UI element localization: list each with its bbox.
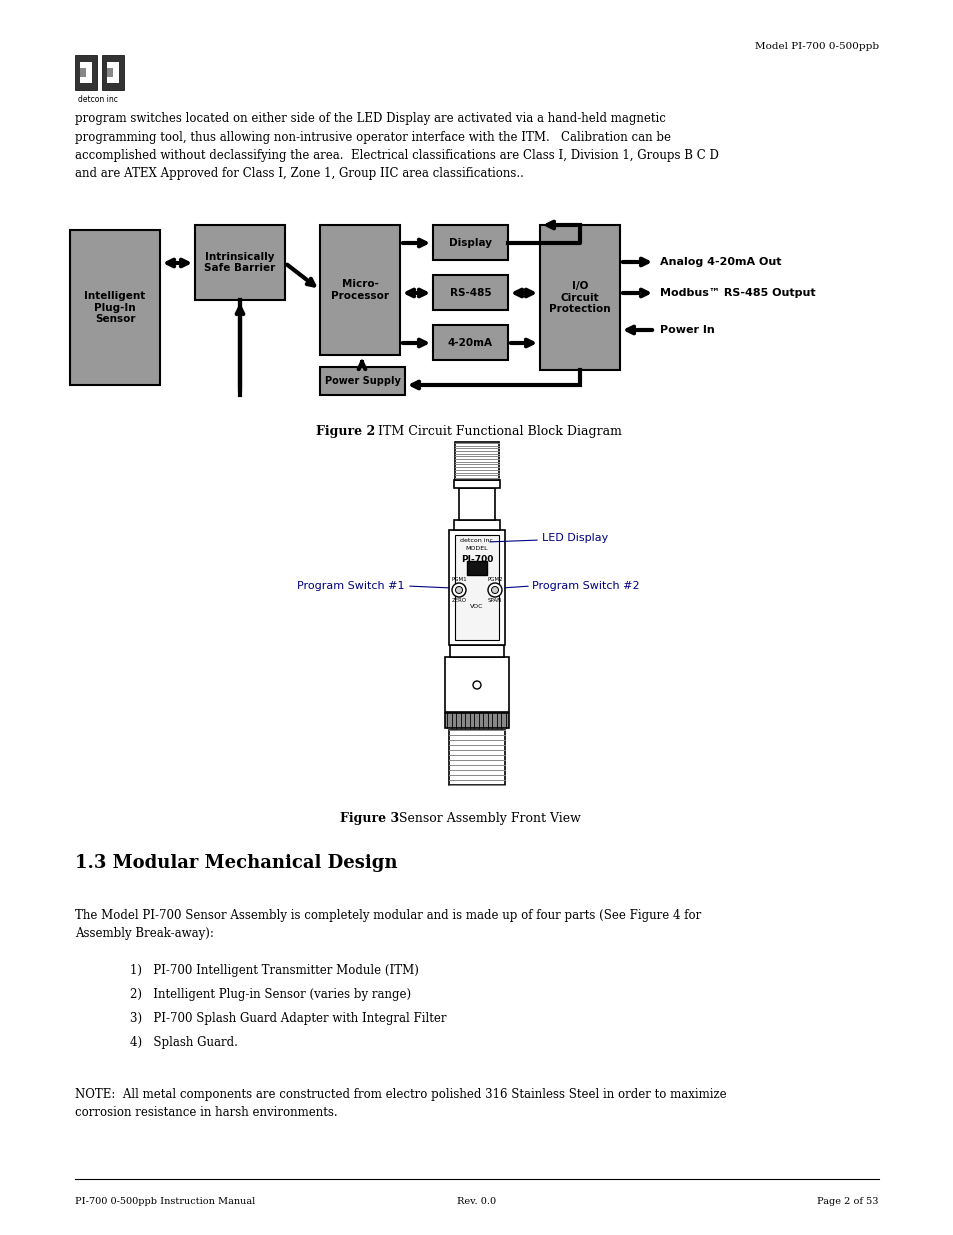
Bar xyxy=(467,561,486,576)
Text: ZERO: ZERO xyxy=(451,598,466,603)
Text: Analog 4-20mA Out: Analog 4-20mA Out xyxy=(659,257,781,267)
Circle shape xyxy=(491,587,498,594)
Bar xyxy=(450,645,503,657)
Text: Program Switch #2: Program Switch #2 xyxy=(532,580,639,592)
Text: Intrinsically
Safe Barrier: Intrinsically Safe Barrier xyxy=(204,252,275,273)
Text: VOC: VOC xyxy=(470,604,483,609)
Text: NOTE:  All metal components are constructed from electro polished 316 Stainless : NOTE: All metal components are construct… xyxy=(75,1088,726,1100)
Bar xyxy=(444,713,509,727)
Circle shape xyxy=(473,680,480,689)
Text: Figure 2: Figure 2 xyxy=(315,425,375,438)
Bar xyxy=(433,225,507,261)
Text: The Model PI-700 Sensor Assembly is completely modular and is made up of four pa: The Model PI-700 Sensor Assembly is comp… xyxy=(75,909,700,923)
Bar xyxy=(319,225,399,354)
Text: MODEL: MODEL xyxy=(465,546,488,551)
Bar xyxy=(102,56,124,90)
Text: Model PI-700 0-500ppb: Model PI-700 0-500ppb xyxy=(754,42,878,51)
Bar xyxy=(80,68,86,77)
Text: ITM Circuit Functional Block Diagram: ITM Circuit Functional Block Diagram xyxy=(374,425,621,438)
Bar xyxy=(75,56,97,90)
Text: Micro-
Processor: Micro- Processor xyxy=(331,279,389,301)
Text: Display: Display xyxy=(449,237,492,247)
Bar xyxy=(433,275,507,310)
Circle shape xyxy=(488,583,501,597)
Text: corrosion resistance in harsh environments.: corrosion resistance in harsh environmen… xyxy=(75,1107,337,1119)
Text: accomplished without declassifying the area.  Electrical classifications are Cla: accomplished without declassifying the a… xyxy=(75,149,719,162)
Bar xyxy=(70,230,160,385)
Bar xyxy=(449,730,504,785)
Bar xyxy=(449,530,504,645)
Bar xyxy=(433,325,507,359)
Text: Modbus™ RS-485 Output: Modbus™ RS-485 Output xyxy=(659,288,815,298)
Text: 1)   PI-700 Intelligent Transmitter Module (ITM): 1) PI-700 Intelligent Transmitter Module… xyxy=(130,965,418,977)
Circle shape xyxy=(452,583,465,597)
Bar xyxy=(455,442,498,480)
Text: PGM1: PGM1 xyxy=(451,577,466,582)
Bar xyxy=(194,225,285,300)
Bar xyxy=(107,62,119,83)
Bar xyxy=(444,657,509,713)
Text: Rev. 0.0: Rev. 0.0 xyxy=(456,1197,497,1207)
Text: I/O
Circuit
Protection: I/O Circuit Protection xyxy=(549,280,610,314)
Text: LED Display: LED Display xyxy=(541,534,608,543)
Circle shape xyxy=(455,587,462,594)
Text: 4)   Splash Guard.: 4) Splash Guard. xyxy=(130,1036,237,1049)
Bar xyxy=(539,225,619,370)
Text: detcon inc: detcon inc xyxy=(77,95,117,104)
Text: program switches located on either side of the LED Display are activated via a h: program switches located on either side … xyxy=(75,112,665,125)
Text: Assembly Break-away):: Assembly Break-away): xyxy=(75,927,213,941)
Text: PI-700 0-500ppb Instruction Manual: PI-700 0-500ppb Instruction Manual xyxy=(75,1197,255,1207)
Bar xyxy=(454,520,499,530)
Text: detcon inc.: detcon inc. xyxy=(459,538,494,543)
Text: Program Switch #1: Program Switch #1 xyxy=(296,580,404,592)
Text: PGM2: PGM2 xyxy=(487,577,502,582)
Text: Power In: Power In xyxy=(659,325,714,335)
Text: RS-485: RS-485 xyxy=(449,288,491,298)
Text: Figure 3: Figure 3 xyxy=(340,811,399,825)
Text: Sensor Assembly Front View: Sensor Assembly Front View xyxy=(395,811,580,825)
Bar xyxy=(455,535,498,640)
Text: Page 2 of 53: Page 2 of 53 xyxy=(817,1197,878,1207)
Text: 1.3 Modular Mechanical Design: 1.3 Modular Mechanical Design xyxy=(75,853,397,872)
Text: PI-700: PI-700 xyxy=(460,555,493,564)
Text: Intelligent
Plug-In
Sensor: Intelligent Plug-In Sensor xyxy=(84,291,146,324)
Text: programming tool, thus allowing non-intrusive operator interface with the ITM.  : programming tool, thus allowing non-intr… xyxy=(75,131,670,143)
Text: 3)   PI-700 Splash Guard Adapter with Integral Filter: 3) PI-700 Splash Guard Adapter with Inte… xyxy=(130,1011,446,1025)
Bar xyxy=(458,488,495,520)
Bar xyxy=(80,62,91,83)
Bar xyxy=(454,480,499,488)
Text: 2)   Intelligent Plug-in Sensor (varies by range): 2) Intelligent Plug-in Sensor (varies by… xyxy=(130,988,411,1002)
Text: 4-20mA: 4-20mA xyxy=(448,337,493,347)
Bar xyxy=(107,68,112,77)
Text: and are ATEX Approved for Class I, Zone 1, Group IIC area classifications..: and are ATEX Approved for Class I, Zone … xyxy=(75,168,523,180)
Text: Power Supply: Power Supply xyxy=(324,375,400,387)
Bar xyxy=(319,367,405,395)
Text: SPAN: SPAN xyxy=(487,598,501,603)
